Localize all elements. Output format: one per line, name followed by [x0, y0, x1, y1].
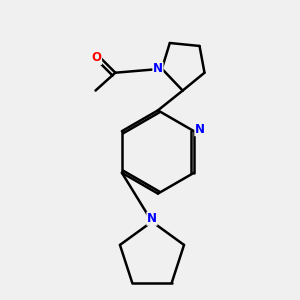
- Text: N: N: [195, 123, 205, 136]
- Text: N: N: [153, 62, 163, 75]
- Text: N: N: [147, 212, 157, 225]
- Text: O: O: [92, 51, 101, 64]
